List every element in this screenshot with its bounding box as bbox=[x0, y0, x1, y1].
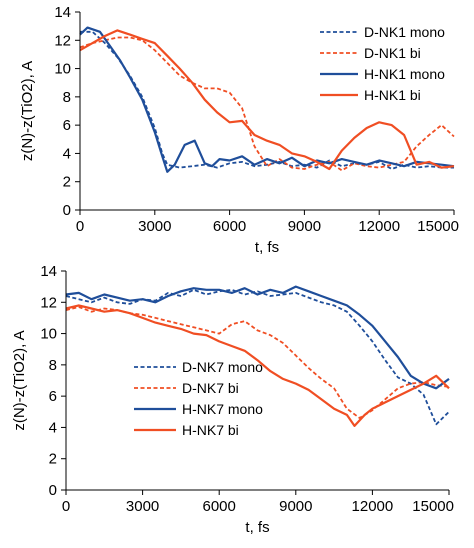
x-tick-label: 0 bbox=[62, 498, 70, 515]
chart-nk7: z(N)-z(TiO2), A t, fs 0 2 4 6 8 10 12 14 0 3000 60… bbox=[11, 263, 454, 536]
x-tick-label: 15000 bbox=[412, 498, 454, 515]
x-tick-label: 3000 bbox=[138, 218, 171, 235]
y-axis-label: z(N)-z(TiO2), A bbox=[19, 61, 36, 161]
x-axis-label: t, fs bbox=[255, 239, 279, 256]
legend: D-NK7 mono D-NK7 bi H-NK7 mono H-NK7 bi bbox=[134, 359, 263, 438]
x-tick-label: 6000 bbox=[203, 498, 236, 515]
y-tick-label: 14 bbox=[40, 263, 57, 280]
x-tick-label: 12000 bbox=[352, 498, 394, 515]
y-tick-label: 6 bbox=[49, 388, 57, 405]
x-tick-label: 12000 bbox=[358, 218, 400, 235]
x-tick-label: 9000 bbox=[288, 218, 321, 235]
legend-label: H-NK7 mono bbox=[182, 401, 263, 417]
series-line-h-nk7-bi bbox=[65, 304, 450, 427]
legend-label: D-NK1 bi bbox=[364, 45, 421, 61]
legend-label: D-NK7 mono bbox=[182, 359, 263, 375]
axis-ticks: 0 2 4 6 8 10 12 14 0 3000 6000 9000 12000 15000 bbox=[54, 4, 459, 235]
x-tick-label: 3000 bbox=[126, 498, 159, 515]
y-tick-label: 0 bbox=[63, 202, 71, 219]
series-lines bbox=[65, 285, 450, 427]
x-tick-label: 9000 bbox=[279, 498, 312, 515]
series-line-d-nk7-mono bbox=[65, 288, 450, 426]
x-tick-label: 15000 bbox=[417, 218, 459, 235]
y-tick-label: 10 bbox=[40, 326, 57, 343]
x-tick-label: 0 bbox=[76, 218, 84, 235]
y-tick-label: 0 bbox=[49, 482, 57, 499]
series-line-h-nk7-mono bbox=[65, 285, 450, 390]
chart-nk1: z(N)-z(TiO2), A t, fs 0 2 4 6 8 10 12 14 0 3000 60… bbox=[19, 4, 459, 256]
y-tick-label: 4 bbox=[49, 419, 57, 436]
x-tick-label: 6000 bbox=[213, 218, 246, 235]
axes bbox=[79, 12, 454, 211]
axes bbox=[65, 271, 449, 491]
y-tick-label: 4 bbox=[63, 145, 71, 162]
series-line-h-nk1-mono bbox=[79, 26, 455, 173]
legend-label: D-NK7 bi bbox=[182, 380, 239, 396]
series-lines bbox=[79, 26, 455, 173]
y-tick-label: 12 bbox=[40, 294, 57, 311]
y-tick-label: 8 bbox=[63, 89, 71, 106]
legend-label: D-NK1 mono bbox=[364, 24, 445, 40]
y-tick-label: 12 bbox=[54, 32, 71, 49]
legend-label: H-NK7 bi bbox=[182, 422, 239, 438]
y-tick-label: 2 bbox=[49, 451, 57, 468]
y-tick-label: 2 bbox=[63, 174, 71, 191]
y-tick-label: 8 bbox=[49, 357, 57, 374]
y-tick-label: 14 bbox=[54, 4, 71, 21]
legend-label: H-NK1 mono bbox=[364, 66, 445, 82]
legend: D-NK1 mono D-NK1 bi H-NK1 mono H-NK1 bi bbox=[320, 24, 445, 103]
y-tick-label: 10 bbox=[54, 61, 71, 78]
y-axis-label: z(N)-z(TiO2), A bbox=[11, 330, 28, 430]
x-axis-label: t, fs bbox=[245, 519, 269, 536]
legend-label: H-NK1 bi bbox=[364, 87, 421, 103]
series-line-h-nk1-bi bbox=[79, 29, 455, 171]
axis-ticks: 0 2 4 6 8 10 12 14 0 3000 6000 9000 12000 15000 bbox=[40, 263, 454, 515]
y-tick-label: 6 bbox=[63, 117, 71, 134]
